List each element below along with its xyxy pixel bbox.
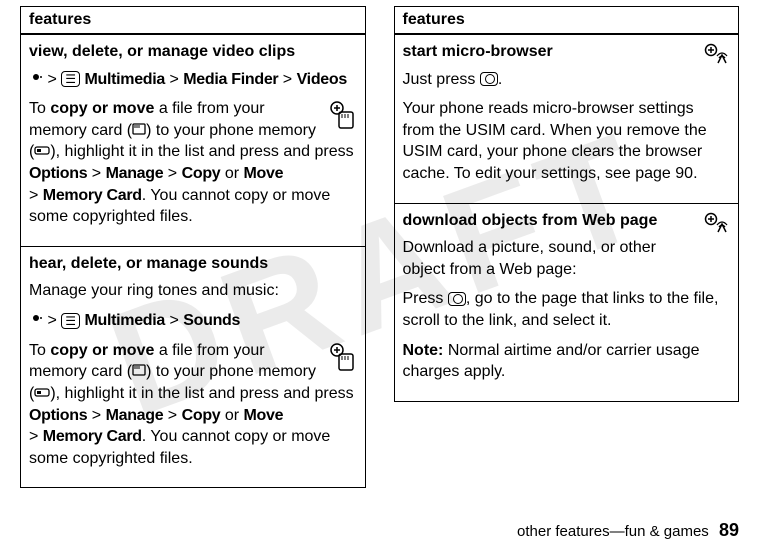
t: Press [403,290,448,307]
left-column: features view, delete, or manage video c… [20,6,366,488]
card-icon [132,120,146,142]
t: ), highlight it in the list and press an… [50,385,353,402]
note-text: Normal airtime and/or carrier usage char… [403,342,700,381]
copymove2: copy or move [50,342,154,359]
copy2: Copy [182,407,221,424]
left-s2-p0: Manage your ring tones and music: [29,280,357,302]
sounds-label: Sounds [183,312,240,329]
t: ), highlight it in the list and press an… [50,143,353,160]
left-s1-body: To copy or move a file from your memory … [29,98,357,228]
multimedia-key-icon: ☰ [61,71,80,87]
t: To [29,100,50,117]
right-s2-p2: Press , go to the page that links to the… [403,288,731,331]
right-column: features start micro-browser Just press … [394,6,740,402]
right-section-1: start micro-browser Just press . Your ph… [395,35,739,203]
right-header: features [395,7,739,35]
t: To [29,342,50,359]
memcard2: Memory Card [43,428,142,445]
network-plus-icon [704,212,730,238]
note-label: Note: [403,342,444,359]
t: Just press [403,71,480,88]
browser-key-icon [480,72,498,86]
memcard: Memory Card [43,187,142,204]
mm-label2: Multimedia [84,312,165,329]
phone-icon [34,383,50,405]
footer: other features—fun & games 89 [517,520,739,541]
right-s2-p1: Download a picture, sound, or other obje… [403,237,731,280]
right-s2-subhead: download objects from Web page [403,210,731,232]
left-s2-body: To copy or move a file from your memory … [29,340,357,470]
multimedia-key-icon: ☰ [61,313,80,329]
columns: features view, delete, or manage video c… [0,0,759,488]
videos-label: Videos [297,71,347,88]
t: . [498,71,502,88]
right-s2-note: Note: Normal airtime and/or carrier usag… [403,340,731,383]
memory-card-plus-icon [329,342,357,372]
footer-text: other features—fun & games [517,523,709,540]
browser-key-icon [448,292,466,306]
left-s2-path: > ☰ Multimedia > Sounds [29,310,357,332]
left-section-1: view, delete, or manage video clips > ☰ … [21,35,365,246]
left-section-2: hear, delete, or manage sounds Manage yo… [21,246,365,487]
copy: Copy [182,165,221,182]
copymove: copy or move [50,100,154,117]
nav-dot-icon [29,310,43,332]
right-section-2: download objects from Web page Download … [395,203,739,401]
mf-label: Media Finder [183,71,278,88]
right-s1-p2: Your phone reads micro-browser settings … [403,98,731,184]
manage: Manage [106,165,164,182]
right-s1-p1: Just press . [403,69,731,91]
options: Options [29,165,87,182]
left-s1-path: > ☰ Multimedia > Media Finder > Videos [29,69,357,91]
left-s2-subhead: hear, delete, or manage sounds [29,253,357,275]
left-s1-subhead: view, delete, or manage video clips [29,41,357,63]
memory-card-plus-icon [329,100,357,130]
move2: Move [244,407,284,424]
move: Move [244,165,284,182]
or2: or [220,407,243,424]
page-number: 89 [719,520,739,540]
network-plus-icon [704,43,730,69]
card-icon [132,361,146,383]
or: or [220,165,243,182]
right-s1-subhead: start micro-browser [403,41,731,63]
mm-label: Multimedia [84,71,165,88]
left-header: features [21,7,365,35]
options2: Options [29,407,87,424]
nav-dot-icon [29,69,43,91]
manage2: Manage [106,407,164,424]
phone-icon [34,141,50,163]
